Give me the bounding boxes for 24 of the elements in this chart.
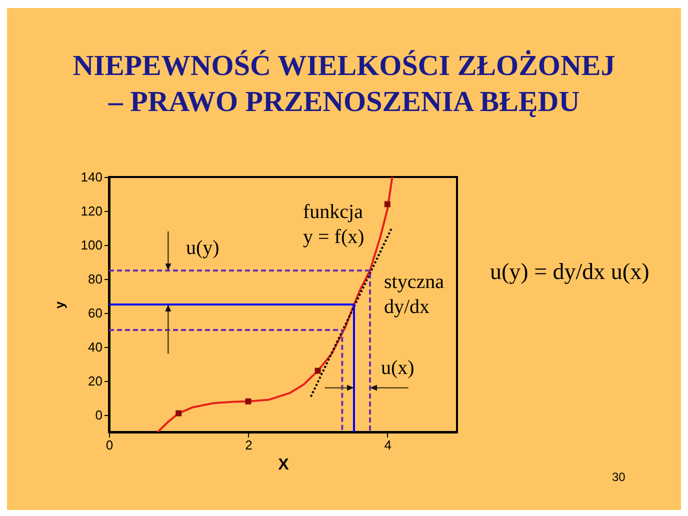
text: 30: [612, 470, 626, 485]
y-tick-label: 140: [80, 170, 102, 184]
annotation: u(y): [186, 236, 220, 261]
point: [314, 368, 321, 374]
x-axis-title: X: [278, 456, 290, 474]
y-tick-label: 40: [88, 340, 102, 354]
annotation: funkcja y = f(x): [303, 200, 364, 250]
y-tick-label: 0: [95, 408, 102, 422]
text: u(y) = dy/dx u(x): [490, 258, 650, 286]
x-tick-label: 0: [106, 438, 114, 452]
y-tick-label: 80: [88, 272, 102, 286]
point: [176, 410, 182, 416]
point: [245, 398, 252, 404]
y-tick-label: 120: [80, 204, 102, 218]
y-tick-label: 60: [88, 306, 102, 320]
y-tick-label: 20: [88, 374, 102, 388]
point: [384, 201, 390, 208]
x-tick-label: 2: [245, 438, 252, 452]
chart-title: NIEPEWNOŚĆ WIELKOŚCI ZŁOŻONEJ – PRAWO PRZENOSZENIA BŁĘDU: [72, 49, 616, 120]
y-axis-title: y: [52, 300, 67, 309]
y-tick-label: 100: [80, 238, 102, 252]
annotation: u(x): [381, 356, 414, 381]
x-tick-label: 4: [384, 438, 392, 452]
annotation: styczna dy/dx: [384, 270, 444, 320]
